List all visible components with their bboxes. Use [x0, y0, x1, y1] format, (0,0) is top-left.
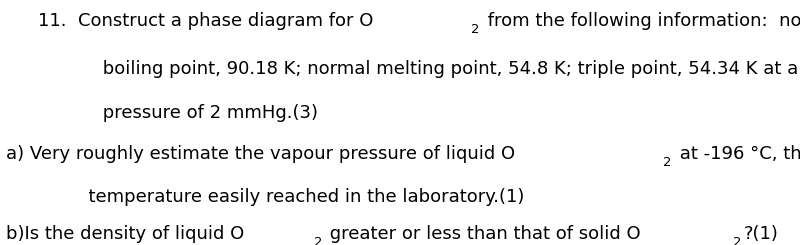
Text: 2: 2	[471, 23, 479, 36]
Text: greater or less than that of solid O: greater or less than that of solid O	[325, 225, 641, 243]
Text: a) Very roughly estimate the vapour pressure of liquid O: a) Very roughly estimate the vapour pres…	[6, 145, 515, 163]
Text: 2: 2	[733, 236, 742, 245]
Text: temperature easily reached in the laboratory.(1): temperature easily reached in the labora…	[54, 188, 525, 206]
Text: from the following information:  normal: from the following information: normal	[482, 12, 800, 30]
Text: 2: 2	[663, 156, 671, 169]
Text: at -196 °C, the lowest: at -196 °C, the lowest	[674, 145, 800, 163]
Text: b)Is the density of liquid O: b)Is the density of liquid O	[6, 225, 245, 243]
Text: 2: 2	[314, 236, 322, 245]
Text: boiling point, 90.18 K; normal melting point, 54.8 K; triple point, 54.34 K at a: boiling point, 90.18 K; normal melting p…	[74, 60, 798, 77]
Text: 11.  Construct a phase diagram for O: 11. Construct a phase diagram for O	[38, 12, 374, 30]
Text: ?(1): ?(1)	[744, 225, 778, 243]
Text: pressure of 2 mmHg.(3): pressure of 2 mmHg.(3)	[74, 104, 318, 122]
